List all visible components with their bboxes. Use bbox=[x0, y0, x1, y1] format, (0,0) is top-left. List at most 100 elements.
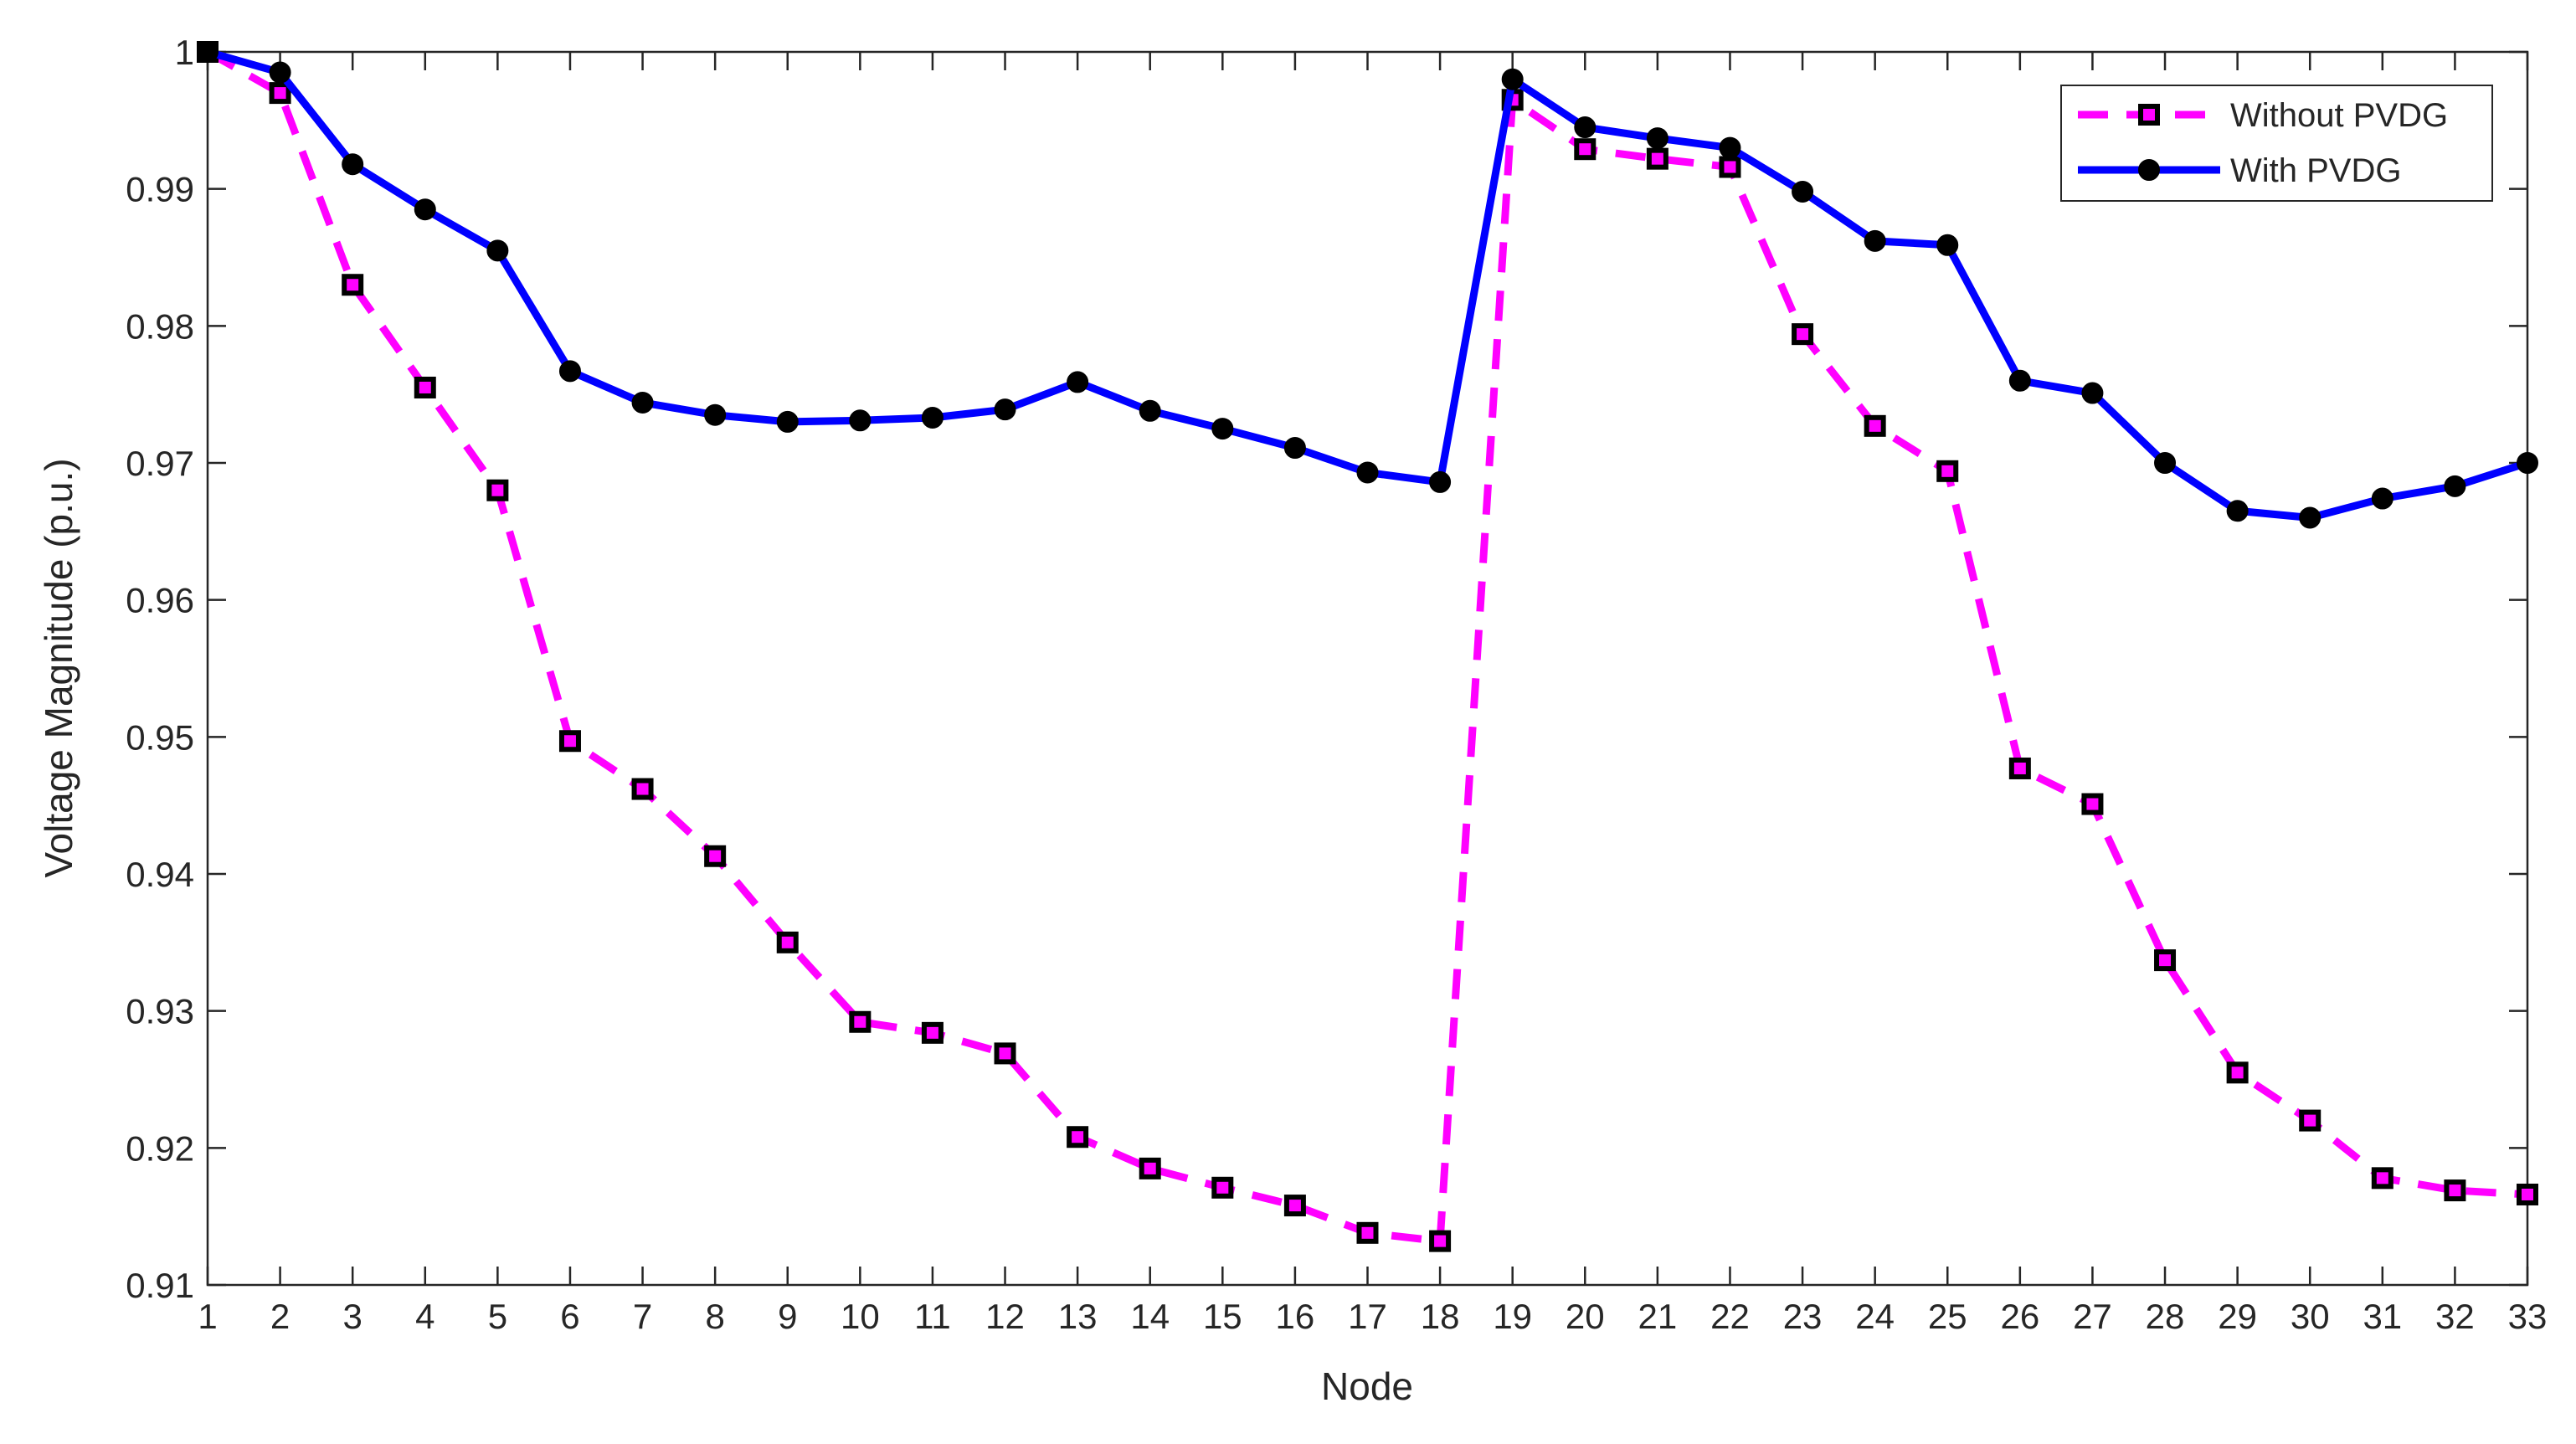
data-point bbox=[2444, 1179, 2466, 1202]
data-point bbox=[631, 391, 654, 414]
x-tick-label: 16 bbox=[1276, 1297, 1315, 1336]
data-point bbox=[2008, 757, 2031, 779]
x-tick-label: 22 bbox=[1710, 1297, 1750, 1336]
legend-label: Without PVDG bbox=[2230, 97, 2448, 134]
x-tick-label: 4 bbox=[415, 1297, 434, 1336]
data-point bbox=[486, 239, 509, 262]
data-point bbox=[776, 931, 799, 953]
legend-marker bbox=[2138, 104, 2160, 126]
data-point bbox=[2299, 1109, 2321, 1132]
x-tick-label: 26 bbox=[2000, 1297, 2039, 1336]
data-point bbox=[558, 360, 581, 383]
x-tick-label: 5 bbox=[488, 1297, 507, 1336]
data-point bbox=[1792, 180, 1814, 203]
y-tick-label: 1 bbox=[175, 33, 194, 72]
data-point bbox=[2154, 452, 2177, 474]
y-axis: 0.91 0.92 0.93 0.94 0.95 0.96 0.97 0.98 0.99 1 bbox=[126, 33, 2527, 1305]
y-tick-label: 0.96 bbox=[126, 581, 194, 620]
data-point bbox=[342, 274, 364, 296]
data-point bbox=[2008, 369, 2031, 392]
x-axis: 1 2 3 4 5 6 7 8 9 10 11 12 13 14 15 16 17 18 19 20 21 22 23 24 2… bbox=[198, 52, 2547, 1336]
data-point bbox=[1574, 138, 1597, 161]
data-point bbox=[1211, 418, 1234, 440]
legend-label: With PVDG bbox=[2230, 152, 2401, 189]
data-point bbox=[1936, 460, 1959, 482]
data-point bbox=[342, 153, 364, 176]
data-point bbox=[1501, 68, 1524, 90]
data-point bbox=[1936, 234, 1959, 256]
legend-entries: Without PVDG With PVDG bbox=[2078, 97, 2448, 189]
y-axis-label: Voltage Magnitude (p.u.) bbox=[37, 458, 80, 877]
data-point bbox=[1283, 1195, 1306, 1217]
x-tick-label: 12 bbox=[985, 1297, 1025, 1336]
x-tick-label: 24 bbox=[1855, 1297, 1895, 1336]
data-point bbox=[1719, 156, 1741, 178]
data-point bbox=[1356, 1221, 1379, 1244]
data-point bbox=[2081, 793, 2104, 815]
x-tick-label: 14 bbox=[1130, 1297, 1170, 1336]
x-tick-label: 20 bbox=[1566, 1297, 1605, 1336]
data-point bbox=[269, 61, 291, 84]
data-point bbox=[1864, 229, 1886, 252]
x-tick-label: 1 bbox=[198, 1297, 217, 1336]
y-tick-label: 0.92 bbox=[126, 1128, 194, 1168]
x-tick-label: 25 bbox=[1928, 1297, 1967, 1336]
data-point bbox=[2226, 500, 2249, 522]
x-tick-label: 32 bbox=[2435, 1297, 2475, 1336]
data-point bbox=[486, 479, 509, 501]
x-tick-label: 18 bbox=[1421, 1297, 1460, 1336]
data-point bbox=[1574, 116, 1597, 139]
data-point bbox=[197, 41, 219, 63]
data-point bbox=[921, 406, 944, 429]
data-point bbox=[2081, 382, 2104, 404]
y-tick-label: 0.99 bbox=[126, 170, 194, 209]
data-point bbox=[1719, 136, 1741, 159]
x-tick-label: 8 bbox=[705, 1297, 724, 1336]
data-point bbox=[1283, 436, 1306, 459]
data-point bbox=[849, 1010, 872, 1033]
data-point bbox=[1067, 371, 1089, 393]
x-tick-label: 15 bbox=[1203, 1297, 1242, 1336]
legend-box bbox=[2060, 85, 2493, 202]
y-tick-label: 0.97 bbox=[126, 444, 194, 483]
x-tick-label: 11 bbox=[914, 1297, 951, 1336]
plot-area bbox=[206, 50, 2529, 1287]
y-tick-label: 0.95 bbox=[126, 717, 194, 757]
x-tick-label: 33 bbox=[2508, 1297, 2548, 1336]
x-tick-label: 28 bbox=[2146, 1297, 2185, 1336]
data-point bbox=[414, 376, 436, 398]
data-point bbox=[631, 778, 654, 800]
data-point bbox=[1792, 323, 1814, 346]
data-point bbox=[269, 82, 291, 105]
x-tick-label: 27 bbox=[2073, 1297, 2112, 1336]
x-tick-label: 9 bbox=[778, 1297, 797, 1336]
data-point bbox=[1356, 461, 1379, 484]
series-without-pvdg bbox=[197, 41, 2538, 1252]
legend-marker bbox=[2138, 159, 2160, 181]
data-point bbox=[1646, 127, 1668, 150]
x-tick-label: 6 bbox=[560, 1297, 579, 1336]
x-tick-label: 19 bbox=[1493, 1297, 1532, 1336]
x-tick-label: 29 bbox=[2218, 1297, 2257, 1336]
series-with-pvdg bbox=[197, 41, 2538, 529]
data-point bbox=[2154, 949, 2177, 972]
x-tick-label: 10 bbox=[841, 1297, 880, 1336]
data-point bbox=[1139, 399, 1161, 422]
data-point bbox=[1646, 147, 1668, 170]
data-point bbox=[1139, 1157, 1161, 1179]
data-point bbox=[994, 398, 1016, 421]
x-tick-label: 17 bbox=[1348, 1297, 1387, 1336]
data-point bbox=[1067, 1126, 1089, 1149]
data-point bbox=[1864, 414, 1886, 437]
data-point bbox=[2517, 1183, 2538, 1205]
data-point bbox=[704, 403, 727, 426]
data-point bbox=[2226, 1061, 2249, 1084]
data-point bbox=[849, 409, 872, 432]
data-point bbox=[994, 1042, 1016, 1065]
data-point bbox=[921, 1021, 944, 1044]
data-point bbox=[704, 845, 727, 867]
data-point bbox=[1429, 470, 1452, 493]
x-tick-label: 13 bbox=[1058, 1297, 1098, 1336]
data-point bbox=[2371, 487, 2393, 510]
